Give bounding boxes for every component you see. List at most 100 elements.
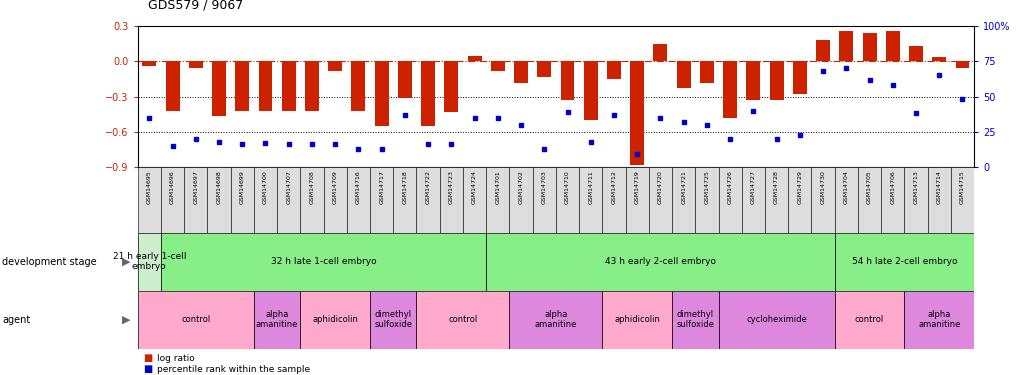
Bar <box>138 291 254 349</box>
Text: GSM14718: GSM14718 <box>401 170 407 204</box>
Text: dimethyl
sulfoxide: dimethyl sulfoxide <box>676 310 713 329</box>
Bar <box>955 62 968 68</box>
Text: GSM14697: GSM14697 <box>193 170 198 204</box>
Bar <box>908 46 922 62</box>
Text: GSM14699: GSM14699 <box>239 170 245 204</box>
Text: log ratio: log ratio <box>157 354 195 363</box>
Text: GSM14727: GSM14727 <box>750 170 755 204</box>
Bar <box>486 167 508 232</box>
Text: GSM14719: GSM14719 <box>634 170 639 204</box>
Bar <box>788 167 811 232</box>
Text: ▶: ▶ <box>122 315 130 325</box>
Bar <box>862 33 875 62</box>
Bar <box>880 167 904 232</box>
Text: agent: agent <box>2 315 31 325</box>
Bar <box>416 167 439 232</box>
Bar <box>370 167 393 232</box>
Text: GSM14720: GSM14720 <box>657 170 662 204</box>
Bar <box>281 62 296 111</box>
Text: ■: ■ <box>143 353 152 363</box>
Bar <box>346 167 370 232</box>
Bar <box>606 62 621 79</box>
Text: 32 h late 1-cell embryo: 32 h late 1-cell embryo <box>270 257 376 266</box>
Bar <box>235 62 249 111</box>
Bar <box>792 62 806 94</box>
Text: GSM14712: GSM14712 <box>610 170 615 204</box>
Bar <box>834 232 973 291</box>
Text: alpha
amanitine: alpha amanitine <box>256 310 298 329</box>
Bar <box>328 62 341 71</box>
Text: GSM14728: GSM14728 <box>773 170 779 204</box>
Text: ▶: ▶ <box>122 256 130 267</box>
Bar <box>230 167 254 232</box>
Bar <box>741 167 764 232</box>
Bar <box>439 167 463 232</box>
Text: cycloheximide: cycloheximide <box>746 315 806 324</box>
Bar <box>630 62 644 165</box>
Bar <box>374 62 388 126</box>
Text: 21 h early 1-cell
embryo: 21 h early 1-cell embryo <box>112 252 185 271</box>
Bar <box>811 167 834 232</box>
Bar <box>184 167 207 232</box>
Text: control: control <box>854 315 883 324</box>
Text: GSM14708: GSM14708 <box>309 170 314 204</box>
Text: ■: ■ <box>143 364 152 374</box>
Bar <box>444 62 458 112</box>
Text: control: control <box>181 315 210 324</box>
Bar <box>370 291 416 349</box>
Text: GSM14726: GSM14726 <box>727 170 732 204</box>
Text: GSM14704: GSM14704 <box>843 170 848 204</box>
Bar <box>486 232 834 291</box>
Bar <box>579 167 602 232</box>
Text: GSM14705: GSM14705 <box>866 170 871 204</box>
Bar <box>904 291 973 349</box>
Text: percentile rank within the sample: percentile rank within the sample <box>157 365 310 374</box>
Bar <box>254 167 277 232</box>
Bar <box>904 167 926 232</box>
Bar <box>717 167 741 232</box>
Text: GDS579 / 9067: GDS579 / 9067 <box>148 0 243 11</box>
Text: aphidicolin: aphidicolin <box>312 315 358 324</box>
Bar <box>189 62 203 68</box>
Bar <box>834 167 857 232</box>
Bar <box>463 167 486 232</box>
Bar <box>648 167 672 232</box>
Bar <box>884 31 899 62</box>
Bar <box>839 31 853 62</box>
Bar <box>421 62 435 126</box>
Text: GSM14730: GSM14730 <box>819 170 824 204</box>
Bar <box>161 232 486 291</box>
Bar <box>676 62 690 88</box>
Bar <box>560 62 574 100</box>
Text: GSM14729: GSM14729 <box>797 170 802 204</box>
Bar <box>769 62 783 100</box>
Text: control: control <box>448 315 477 324</box>
Bar <box>695 167 717 232</box>
Text: dimethyl
sulfoxide: dimethyl sulfoxide <box>374 310 412 329</box>
Bar <box>212 62 226 117</box>
Bar <box>950 167 973 232</box>
Bar <box>300 291 370 349</box>
Text: GSM14709: GSM14709 <box>332 170 337 204</box>
Bar <box>672 291 717 349</box>
Bar <box>416 291 508 349</box>
Bar <box>258 62 272 111</box>
Bar <box>625 167 648 232</box>
Bar <box>300 167 323 232</box>
Bar <box>138 232 161 291</box>
Bar <box>764 167 788 232</box>
Text: GSM14698: GSM14698 <box>216 170 221 204</box>
Bar <box>352 62 365 111</box>
Text: GSM14717: GSM14717 <box>379 170 384 204</box>
Bar <box>305 62 319 111</box>
Bar <box>672 167 695 232</box>
Bar <box>508 291 602 349</box>
Bar <box>746 62 759 100</box>
Text: GSM14695: GSM14695 <box>147 170 152 204</box>
Bar <box>653 44 666 62</box>
Bar <box>602 291 672 349</box>
Bar <box>857 167 880 232</box>
Bar <box>537 62 550 76</box>
Text: 54 h late 2-cell embryo: 54 h late 2-cell embryo <box>851 257 956 266</box>
Text: alpha
amanitine: alpha amanitine <box>534 310 577 329</box>
